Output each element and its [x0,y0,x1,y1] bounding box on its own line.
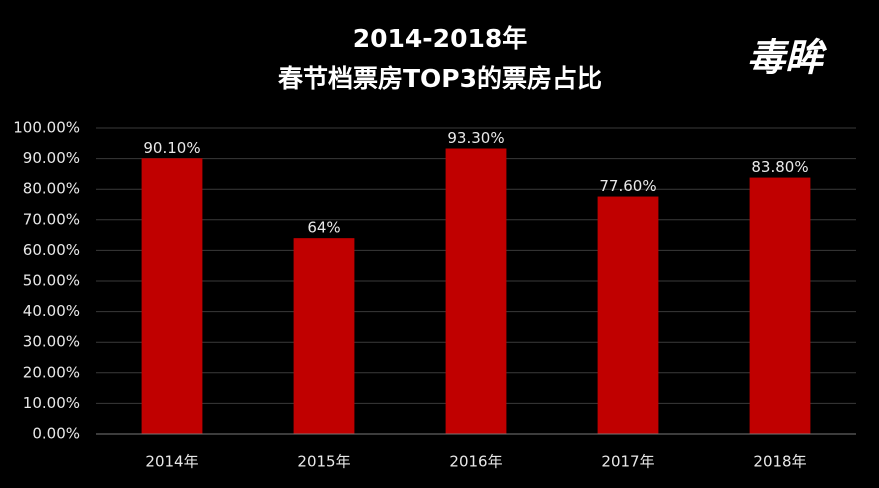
data-label: 93.30% [447,129,504,147]
bar [445,148,507,434]
data-label: 64% [307,219,340,237]
watermark: 毒眸 [747,36,827,80]
y-tick-label: 80.00% [23,180,80,198]
y-tick-label: 20.00% [23,363,80,381]
y-tick-label: 100.00% [13,119,80,137]
y-tick-label: 70.00% [23,210,80,228]
data-label: 77.60% [599,177,656,195]
bar [293,238,355,434]
y-tick-label: 50.00% [23,272,80,290]
x-tick-label: 2014年 [145,453,198,471]
x-tick-label: 2017年 [601,453,654,471]
x-tick-label: 2016年 [449,453,502,471]
y-tick-label: 90.00% [23,149,80,167]
chart-title: 2014-2018年 [353,24,528,53]
y-tick-label: 60.00% [23,241,80,259]
x-tick-label: 2018年 [753,453,806,471]
y-tick-label: 0.00% [32,425,80,443]
bar [597,196,659,434]
y-tick-label: 10.00% [23,394,80,412]
y-tick-label: 30.00% [23,333,80,351]
x-tick-label: 2015年 [297,453,350,471]
bar [749,177,811,434]
bar [141,158,203,434]
data-label: 90.10% [143,139,200,157]
chart-subtitle: 春节档票房TOP3的票房占比 [278,64,602,93]
data-label: 83.80% [751,158,808,176]
y-tick-label: 40.00% [23,302,80,320]
